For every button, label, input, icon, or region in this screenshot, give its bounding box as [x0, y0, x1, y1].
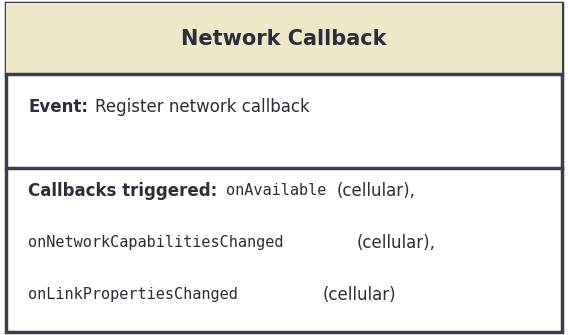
Text: (cellular): (cellular) — [323, 286, 396, 304]
Text: onAvailable: onAvailable — [226, 184, 327, 198]
Text: (cellular),: (cellular), — [337, 182, 416, 200]
Polygon shape — [6, 3, 562, 74]
Text: onNetworkCapabilitiesChanged: onNetworkCapabilitiesChanged — [28, 236, 284, 250]
Text: Network Callback: Network Callback — [181, 28, 387, 49]
Text: Callbacks triggered:: Callbacks triggered: — [28, 182, 218, 200]
Text: onLinkPropertiesChanged: onLinkPropertiesChanged — [28, 287, 238, 302]
Text: Event:: Event: — [28, 98, 89, 116]
Text: (cellular),: (cellular), — [357, 234, 436, 252]
FancyBboxPatch shape — [6, 3, 562, 332]
Text: Register network callback: Register network callback — [95, 98, 310, 116]
